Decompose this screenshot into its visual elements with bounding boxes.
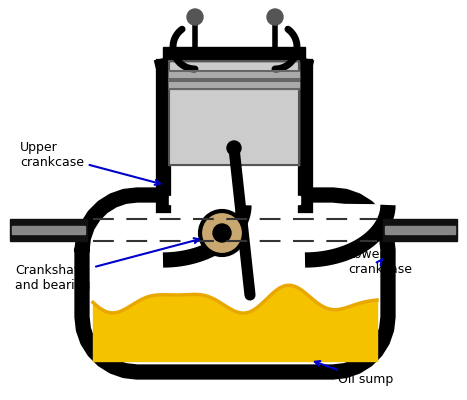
Polygon shape xyxy=(169,81,299,89)
Polygon shape xyxy=(12,226,85,234)
Text: Oil sump: Oil sump xyxy=(315,361,393,386)
Circle shape xyxy=(267,9,283,25)
Polygon shape xyxy=(169,196,299,204)
Text: Upper
crankcase: Upper crankcase xyxy=(20,141,160,185)
Polygon shape xyxy=(163,204,244,260)
Polygon shape xyxy=(385,226,455,234)
Polygon shape xyxy=(169,61,299,165)
Circle shape xyxy=(200,211,244,255)
Polygon shape xyxy=(299,204,388,260)
Polygon shape xyxy=(169,71,299,79)
Polygon shape xyxy=(163,47,305,61)
Polygon shape xyxy=(82,195,388,372)
Text: Crankshaft
and bearing: Crankshaft and bearing xyxy=(15,238,199,292)
Polygon shape xyxy=(163,66,305,205)
Polygon shape xyxy=(163,66,305,87)
Circle shape xyxy=(187,9,203,25)
Circle shape xyxy=(213,224,231,242)
Text: Lower
crankcase: Lower crankcase xyxy=(348,248,412,276)
Polygon shape xyxy=(383,219,457,241)
Polygon shape xyxy=(10,219,87,241)
Circle shape xyxy=(227,141,241,155)
